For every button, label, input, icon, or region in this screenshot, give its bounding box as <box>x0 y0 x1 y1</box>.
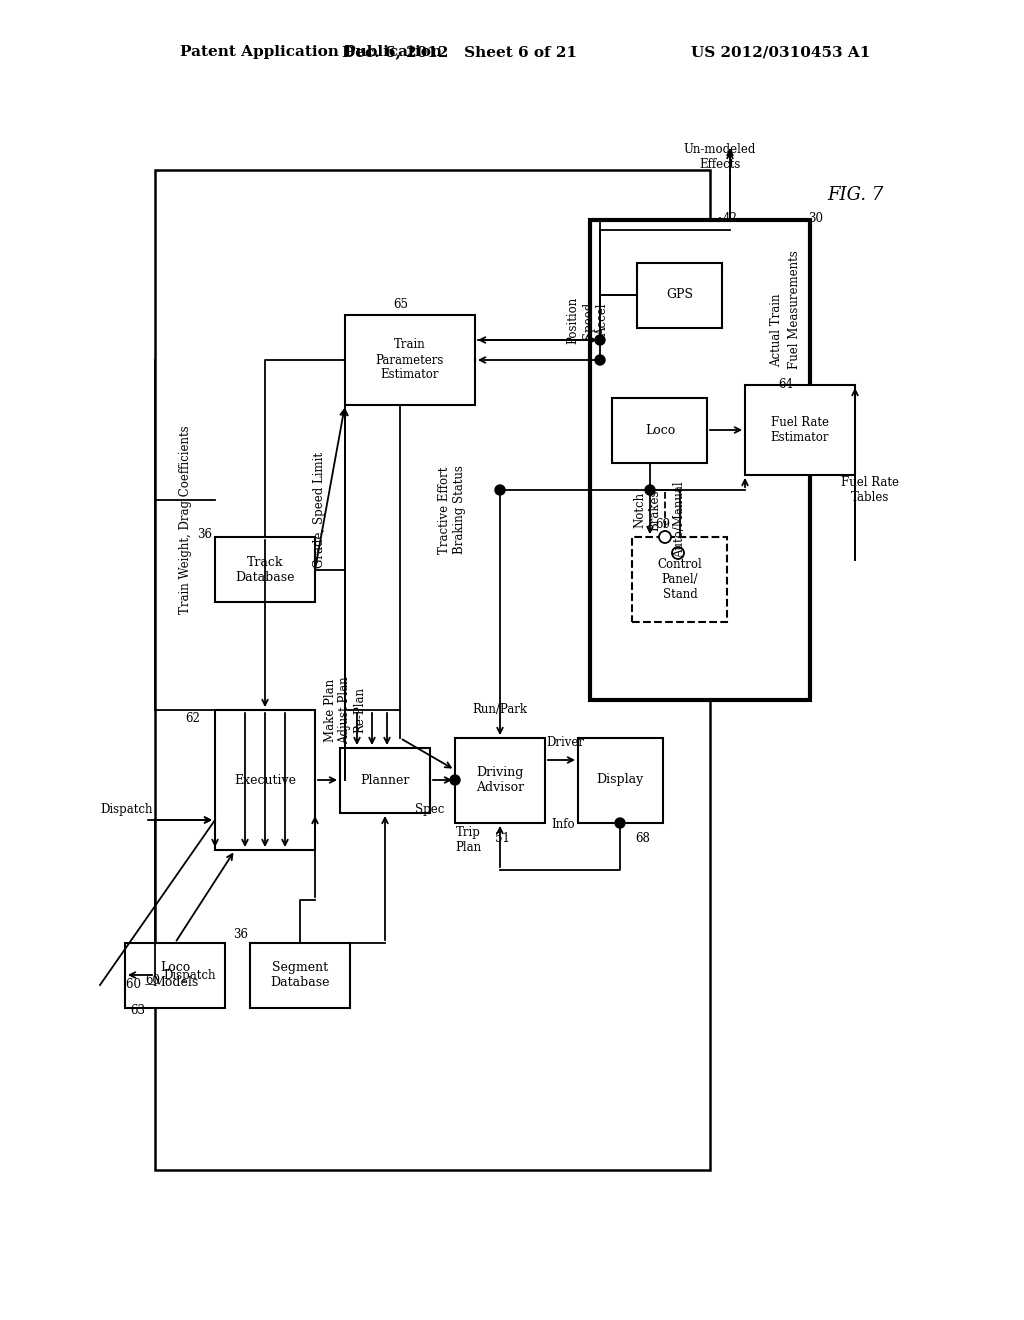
Text: Control
Panel/
Stand: Control Panel/ Stand <box>657 558 702 602</box>
Text: Dispatch: Dispatch <box>100 804 153 817</box>
Text: Display: Display <box>596 774 644 787</box>
Text: Train
Parameters
Estimator: Train Parameters Estimator <box>376 338 444 381</box>
Text: Actual Train: Actual Train <box>770 293 783 367</box>
Circle shape <box>615 818 625 828</box>
Circle shape <box>672 546 684 558</box>
Text: Patent Application Publication: Patent Application Publication <box>180 45 442 59</box>
Text: 63: 63 <box>130 1003 145 1016</box>
Text: Auto/Manual: Auto/Manual <box>674 482 686 558</box>
Text: Fuel Measurements: Fuel Measurements <box>788 251 802 370</box>
Circle shape <box>645 484 655 495</box>
Bar <box>215 710 315 850</box>
Text: Planner: Planner <box>360 774 410 787</box>
Text: 30: 30 <box>808 211 823 224</box>
Text: Fuel Rate
Estimator: Fuel Rate Estimator <box>771 416 829 444</box>
Text: Tractive Effort
Braking Status: Tractive Effort Braking Status <box>438 466 466 554</box>
Text: 69: 69 <box>655 519 670 532</box>
Text: Position
Speed
Accel: Position Speed Accel <box>566 297 609 343</box>
Bar <box>745 385 855 475</box>
Circle shape <box>595 355 605 366</box>
Text: Un-modeled
Effects: Un-modeled Effects <box>684 143 756 172</box>
Text: 51: 51 <box>495 832 509 845</box>
Circle shape <box>659 531 671 543</box>
Text: Train Weight, Drag Coefficients: Train Weight, Drag Coefficients <box>178 425 191 614</box>
Bar <box>250 942 350 1008</box>
Bar <box>632 537 727 622</box>
Text: Make Plan
Adjust Plan
Re-Plan: Make Plan Adjust Plan Re-Plan <box>324 676 367 743</box>
Bar <box>455 738 545 822</box>
Bar <box>345 315 475 405</box>
Text: Loco
Models: Loco Models <box>152 961 198 989</box>
Text: 60: 60 <box>145 974 160 986</box>
Text: Driver: Driver <box>546 735 584 748</box>
Bar <box>590 220 810 700</box>
Text: Dispatch: Dispatch <box>163 969 215 982</box>
Text: Track
Database: Track Database <box>236 556 295 583</box>
Text: 64: 64 <box>778 379 793 392</box>
Circle shape <box>450 775 460 785</box>
Text: Run/Park: Run/Park <box>472 704 527 717</box>
Text: 36: 36 <box>197 528 212 541</box>
Bar <box>340 748 430 813</box>
Text: Segment
Database: Segment Database <box>270 961 330 989</box>
Text: 42: 42 <box>723 211 737 224</box>
Text: Info: Info <box>551 818 574 832</box>
Text: Grade, Speed Limit: Grade, Speed Limit <box>313 451 327 568</box>
Text: Driving
Advisor: Driving Advisor <box>476 766 524 795</box>
Bar <box>215 537 315 602</box>
Text: Spec: Spec <box>416 804 444 817</box>
Text: Executive: Executive <box>234 774 296 787</box>
Bar <box>612 399 707 463</box>
Text: Trip
Plan: Trip Plan <box>455 826 481 854</box>
Text: 60 —: 60 — <box>126 978 157 991</box>
Text: Loco: Loco <box>645 424 675 437</box>
Text: Fuel Rate
Tables: Fuel Rate Tables <box>841 477 899 504</box>
Circle shape <box>495 484 505 495</box>
Text: 68: 68 <box>635 832 650 845</box>
Bar <box>125 942 225 1008</box>
Text: Dec. 6, 2012   Sheet 6 of 21: Dec. 6, 2012 Sheet 6 of 21 <box>342 45 578 59</box>
Text: 65: 65 <box>393 298 408 312</box>
Text: GPS: GPS <box>667 289 693 301</box>
Text: 62: 62 <box>185 711 200 725</box>
Bar <box>637 263 722 327</box>
Circle shape <box>595 335 605 345</box>
Bar <box>578 738 663 822</box>
Bar <box>155 170 710 1170</box>
Text: FIG. 7: FIG. 7 <box>826 186 883 205</box>
Text: 36: 36 <box>233 928 248 941</box>
Text: Notch
Brakes: Notch Brakes <box>633 490 662 531</box>
Text: US 2012/0310453 A1: US 2012/0310453 A1 <box>690 45 870 59</box>
